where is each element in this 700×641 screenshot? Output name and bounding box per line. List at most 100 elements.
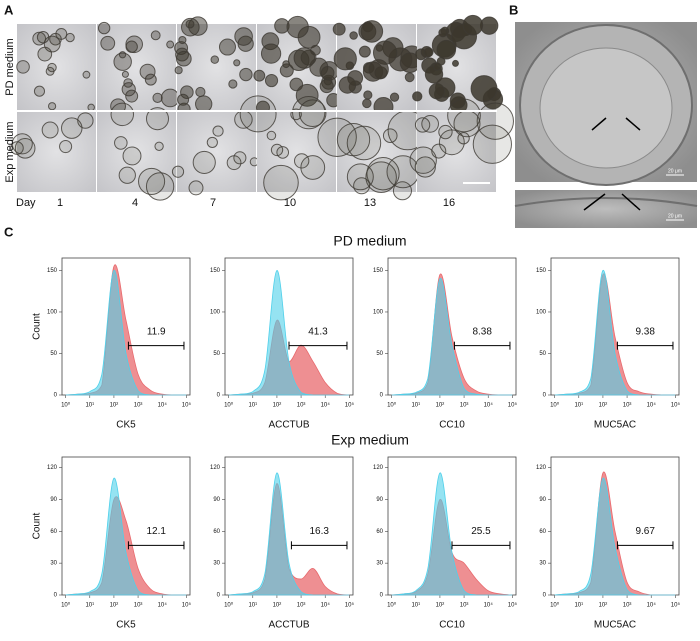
gate-value: 9.67 — [635, 526, 655, 537]
gate-value: 8.38 — [472, 326, 492, 337]
y-tick-label: 120 — [47, 465, 58, 471]
panel-label: C — [4, 224, 14, 239]
organoid — [253, 69, 266, 82]
organoid — [436, 39, 457, 60]
organoid — [125, 35, 143, 54]
x-tick-label: 10² — [599, 403, 608, 409]
organoid — [171, 165, 185, 178]
organoid — [409, 146, 437, 174]
organoid — [412, 91, 423, 102]
y-tick-label: 0 — [217, 593, 221, 599]
y-tick-label: 100 — [373, 310, 384, 316]
gate-value: 41.3 — [308, 326, 328, 337]
organoid — [65, 32, 75, 43]
y-tick-label: 0 — [380, 393, 384, 399]
y-tick-label: 100 — [210, 310, 221, 316]
organoid — [365, 161, 397, 193]
organoid — [293, 47, 316, 69]
y-tick-label: 0 — [54, 393, 58, 399]
marker-name: CK5 — [116, 620, 136, 631]
organoid — [451, 59, 459, 67]
marker-name: CC10 — [439, 620, 465, 631]
organoid — [320, 66, 335, 80]
organoid — [239, 67, 253, 82]
organoid — [32, 31, 47, 46]
organoid — [125, 40, 138, 53]
organoid — [368, 59, 389, 80]
x-tick-label: 10² — [110, 403, 119, 409]
day-label: Day — [16, 197, 36, 209]
y-tick-label: 0 — [54, 593, 58, 599]
y-tick-label: 50 — [213, 351, 220, 357]
organoid — [125, 89, 139, 103]
epithelium — [514, 197, 698, 207]
organoid — [36, 30, 50, 44]
organoid — [185, 19, 195, 29]
control-histogram — [65, 270, 187, 396]
scale-label: 20 μm — [668, 213, 682, 219]
organoid — [45, 66, 55, 76]
organoid — [346, 163, 374, 191]
marker-name: MUC5AC — [594, 420, 636, 431]
marker-name: MUC5AC — [594, 620, 636, 631]
day-number: 10 — [284, 197, 296, 209]
x-tick-label: 10² — [273, 603, 282, 609]
organoid — [438, 124, 453, 140]
x-tick-label: 10¹ — [248, 403, 257, 409]
x-tick-label: 10⁴ — [484, 602, 494, 609]
x-tick-label: 10⁵ — [182, 402, 192, 409]
organoid — [438, 28, 448, 38]
day-number: 13 — [364, 197, 376, 209]
x-tick-label: 10² — [436, 603, 445, 609]
x-tick-label: 10⁴ — [158, 602, 168, 609]
x-tick-label: 10⁰ — [550, 402, 560, 409]
y-tick-label: 60 — [50, 529, 57, 535]
y-tick-label: 60 — [376, 529, 383, 535]
organoid — [16, 60, 30, 74]
organoid — [37, 46, 53, 62]
organoid — [113, 52, 132, 71]
y-axis-label: Count — [32, 313, 43, 340]
group-title: PD medium — [333, 233, 406, 249]
organoid — [59, 139, 73, 154]
y-tick-label: 150 — [536, 268, 547, 274]
organoid — [195, 86, 206, 98]
organoid — [332, 22, 346, 36]
x-tick-label: 10⁵ — [508, 402, 518, 409]
y-tick-label: 50 — [50, 351, 57, 357]
organoid — [336, 122, 371, 157]
organoid — [362, 98, 372, 109]
y-axis-label: Count — [32, 512, 43, 539]
organoid — [319, 79, 334, 94]
organoid — [298, 99, 327, 127]
panel-label: A — [4, 2, 14, 17]
organoid — [118, 166, 136, 184]
organoid — [195, 95, 213, 113]
organoid — [206, 136, 218, 149]
y-tick-label: 150 — [47, 268, 58, 274]
gate-value: 25.5 — [471, 526, 491, 537]
x-tick-label: 10⁵ — [671, 602, 681, 609]
image — [515, 190, 697, 228]
panel-a — [10, 14, 514, 201]
x-tick-label: 10⁰ — [61, 602, 71, 609]
organoid — [47, 102, 57, 111]
organoid — [233, 151, 247, 165]
organoid — [100, 35, 116, 51]
x-tick-label: 10¹ — [574, 603, 583, 609]
y-tick-label: 50 — [376, 351, 383, 357]
control-histogram — [228, 472, 350, 596]
organoid — [233, 59, 241, 67]
x-tick-label: 10¹ — [85, 403, 94, 409]
marker-name: ACCTUB — [268, 620, 309, 631]
marker-name: CK5 — [116, 420, 136, 431]
x-tick-label: 10² — [436, 403, 445, 409]
organoid — [260, 43, 282, 64]
organoid — [282, 60, 291, 69]
organoid — [41, 121, 59, 139]
organoid — [178, 35, 187, 45]
x-tick-label: 10³ — [623, 603, 632, 609]
y-tick-label: 90 — [50, 497, 57, 503]
organoid — [333, 47, 357, 71]
